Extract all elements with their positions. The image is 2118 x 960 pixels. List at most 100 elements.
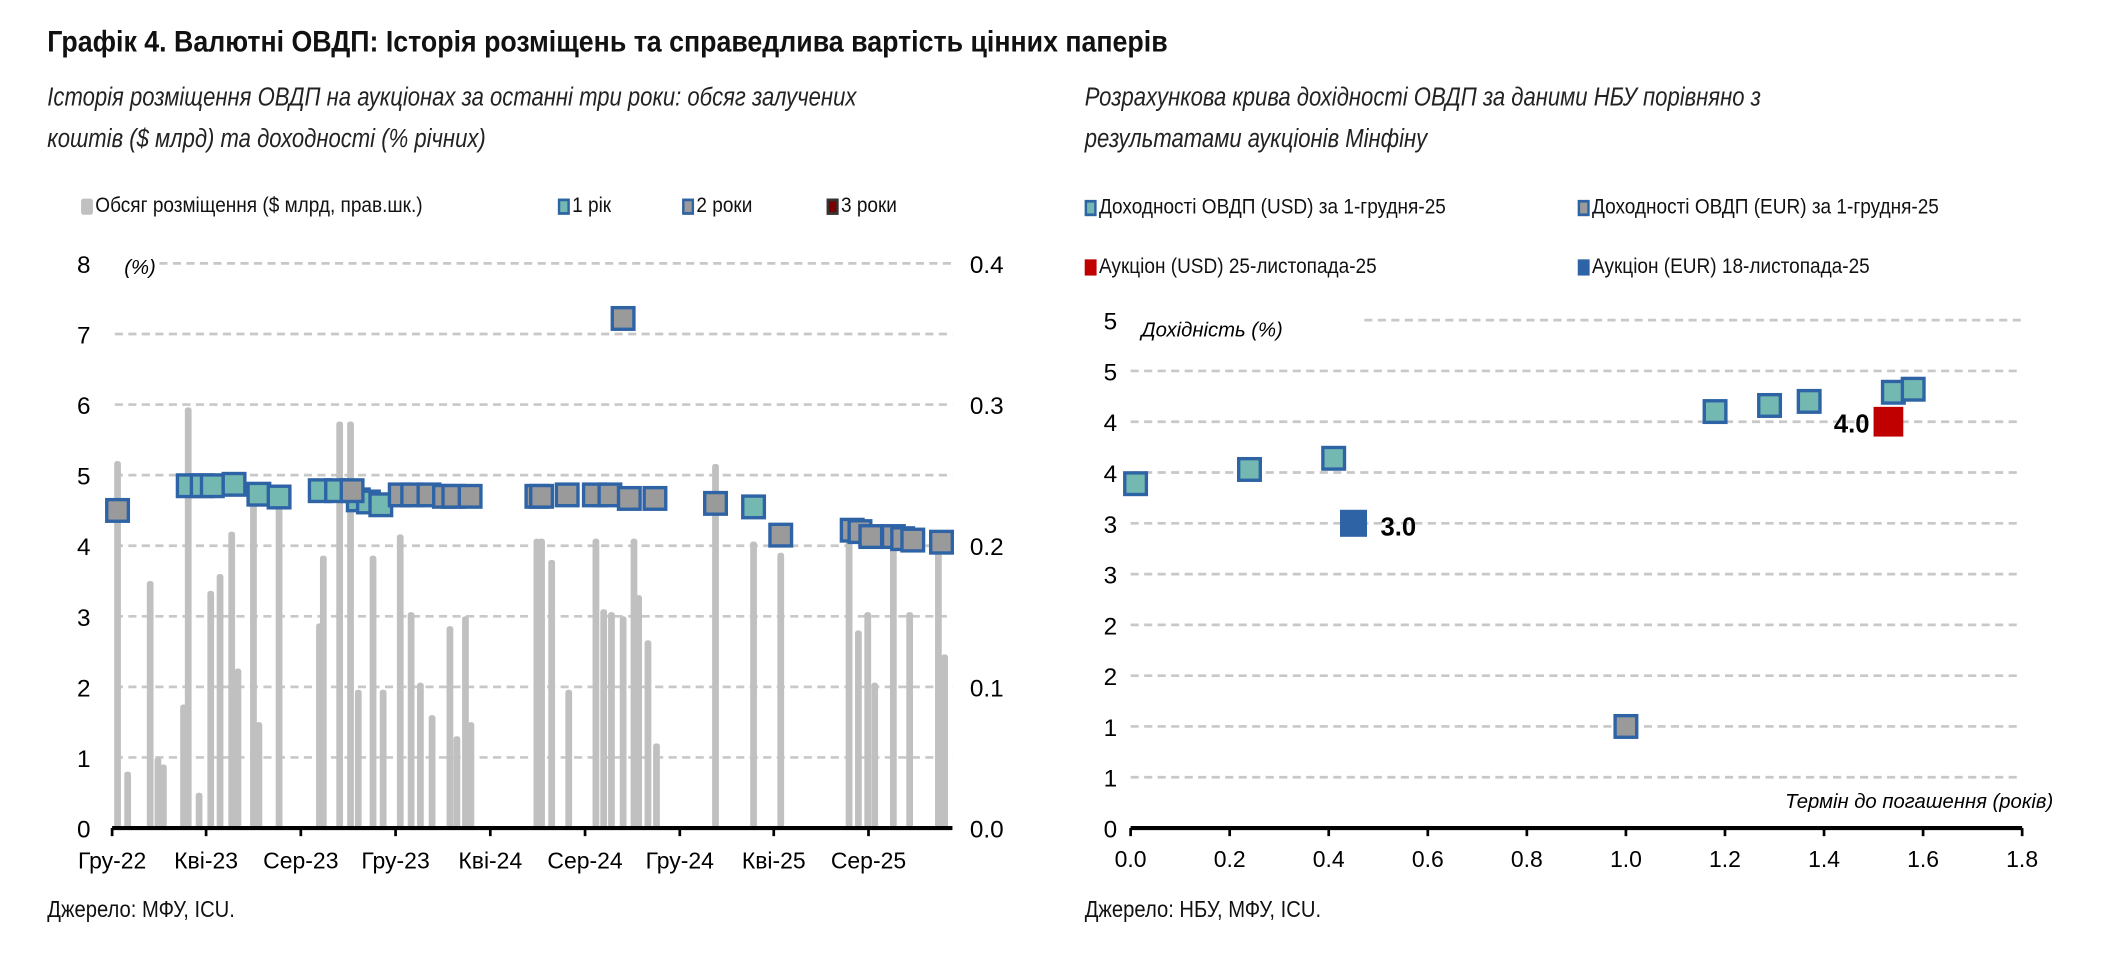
marker-2y [529, 483, 555, 509]
volume-bar [336, 421, 344, 829]
legend-label: 2 роки [696, 194, 753, 218]
volume-bar [592, 538, 600, 829]
volume-bar [608, 612, 615, 829]
left-subtitle-line1: Історія розміщення ОВДП на аукціонах за … [47, 83, 857, 113]
volume-bar [347, 421, 354, 829]
volume-bar [216, 573, 224, 829]
legend-item-1y: 1 рік [557, 195, 611, 219]
volume-bar [446, 626, 454, 829]
volume-bar [600, 609, 608, 829]
x-tick-label: Кві-25 [742, 848, 806, 874]
right-x-axis-label: Термін до погашення (років) [1785, 791, 2053, 813]
marker-1y [266, 484, 292, 510]
x-tick-label: 1.6 [1907, 846, 1939, 872]
legend-item-2y: 2 роки [682, 195, 752, 219]
y-tick-label: 3 [1104, 563, 1118, 590]
marker-2y [339, 478, 365, 504]
volume-bar [428, 715, 436, 829]
volume-bar [653, 743, 660, 829]
volume-bar [255, 722, 263, 829]
marker-2y [457, 483, 483, 509]
x-tick-label: Гру-24 [646, 848, 715, 874]
marker-2y [768, 522, 794, 548]
x-tick-label: Кві-24 [458, 848, 522, 874]
y-tick-label: 4 [1104, 410, 1118, 437]
marker-2y [105, 497, 131, 523]
volume-bar [777, 552, 785, 829]
marker-usd-curve [1757, 392, 1783, 418]
y2-tick-label: 0.3 [970, 393, 1004, 420]
marker-usd-auction [1873, 406, 1904, 437]
volume-bar [154, 757, 162, 829]
legend-item-usd-curve: Доходності ОВДП (USD) за 1-грудня-25 [1084, 195, 1446, 220]
x-tick-label: 1.2 [1709, 846, 1741, 872]
volume-bar [275, 496, 283, 829]
x-tick-label: 0.8 [1511, 846, 1543, 872]
legend-item-volume: Обсяг розміщення ($ млрд, прав.шк.) [81, 195, 423, 219]
volume-bar [712, 463, 719, 829]
volume-bar [195, 792, 203, 829]
marker-eur-auction [1339, 509, 1368, 537]
volume-bar [538, 538, 545, 829]
volume-bar [871, 682, 879, 829]
y-tick-label: 1 [1104, 715, 1118, 742]
volume-bar [889, 545, 897, 829]
data-label-eur-auction: 3.0 [1381, 513, 1417, 541]
y-tick-label: 5 [1104, 309, 1118, 336]
x-tick-label: 0.2 [1214, 846, 1246, 872]
volume-bar [635, 595, 643, 829]
volume-bar [453, 736, 461, 829]
y-tick-label: 8 [77, 252, 91, 279]
y2-tick-label: 0.1 [970, 675, 1004, 702]
volume-bar [855, 630, 862, 829]
volume-bar [369, 555, 377, 829]
legend-item-eur-auction: Аукціон (EUR) 18-листопада-25 [1577, 255, 1870, 279]
volume-bar [845, 538, 853, 829]
volume-bar [417, 682, 424, 829]
marker-eur-curve [1613, 713, 1639, 739]
volume-bar [548, 559, 556, 829]
x-tick-label: Гру-22 [78, 848, 146, 874]
volume-bar [396, 534, 404, 829]
y2-tick-label: 0.0 [970, 816, 1004, 843]
volume-bar [354, 689, 362, 829]
marker-usd-curve [1321, 445, 1347, 471]
left-y-axis-label: (%) [124, 257, 156, 279]
legend-label: Доходності ОВДП (USD) за 1-грудня-25 [1098, 195, 1446, 219]
volume-bar [462, 616, 469, 829]
y-tick-label: 2 [1104, 664, 1118, 691]
volume-bar [114, 461, 121, 829]
marker-1y [741, 494, 767, 520]
figure-title: Графік 4. Валютні ОВДП: Історія розміщен… [47, 24, 1168, 59]
marker-2y [610, 305, 636, 331]
marker-usd-curve [1123, 471, 1149, 497]
y-tick-label: 0 [1104, 816, 1118, 843]
volume-bar [234, 668, 242, 829]
legend-item-3y: 3 роки [826, 194, 897, 219]
legend-swatch-eur-auction [1577, 259, 1590, 276]
volume-bar [228, 531, 236, 829]
right-subtitle-line1: Розрахункова крива дохідності ОВДП за да… [1084, 83, 1761, 113]
legend-swatch-usd-curve [1084, 199, 1097, 217]
volume-bar [319, 555, 327, 829]
legend-label: Аукціон (USD) 25-листопада-25 [1098, 255, 1377, 279]
legend-label: 3 роки [840, 194, 897, 218]
y-tick-label: 4 [77, 534, 91, 561]
volume-bar [146, 581, 154, 829]
y-tick-label: 5 [1104, 359, 1118, 386]
volume-bar [619, 616, 627, 829]
marker-usd-curve [1900, 376, 1926, 402]
legend-item-usd-auction: Аукціон (USD) 25-листопада-25 [1084, 255, 1377, 279]
legend-swatch-usd-auction [1084, 259, 1097, 276]
right-y-axis-label: Дохідність (%) [1139, 319, 1282, 341]
marker-2y [554, 482, 580, 508]
x-tick-label: Сер-24 [547, 848, 623, 874]
x-tick-label: Кві-23 [174, 848, 238, 874]
legend-item-eur-curve: Доходності ОВДП (EUR) за 1-грудня-25 [1577, 196, 1939, 220]
x-tick-label: Сер-25 [831, 848, 906, 874]
volume-bar [184, 407, 192, 829]
marker-2y [703, 490, 729, 516]
right-subtitle-line2: результатами аукціонів Мінфіну [1084, 125, 1428, 154]
x-tick-label: Сер-23 [263, 848, 338, 874]
